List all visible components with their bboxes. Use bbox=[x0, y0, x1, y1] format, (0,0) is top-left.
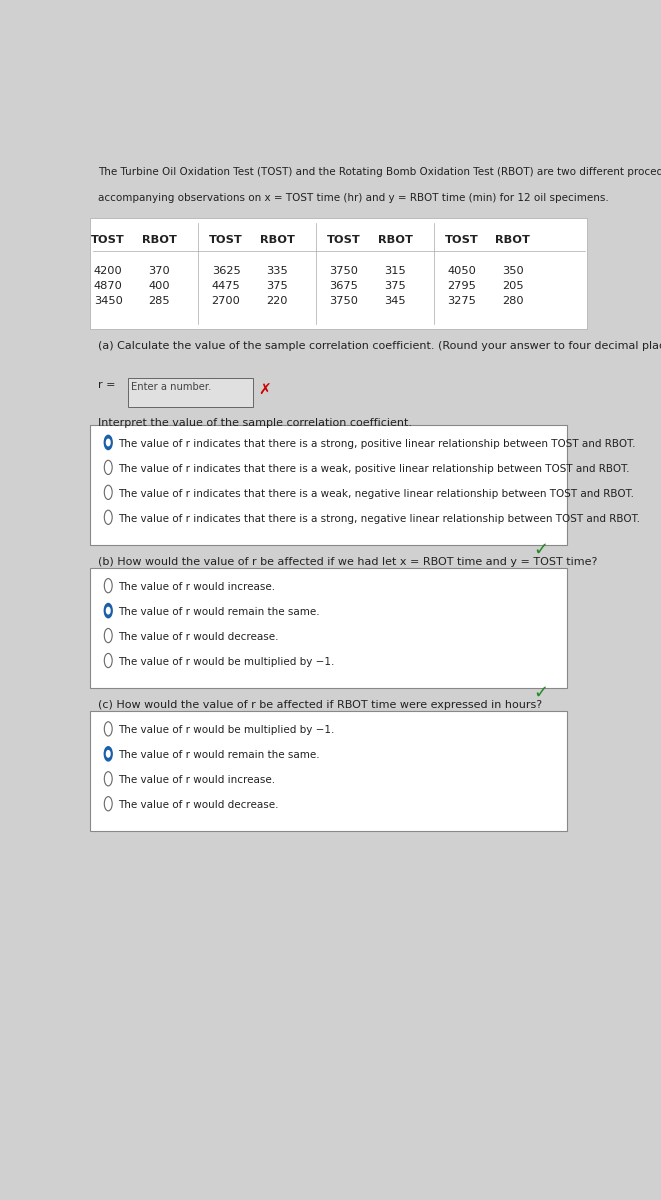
Text: The value of r would decrease.: The value of r would decrease. bbox=[118, 632, 279, 642]
Text: (a) Calculate the value of the sample correlation coefficient. (Round your answe: (a) Calculate the value of the sample co… bbox=[98, 341, 661, 350]
Text: Interpret the value of the sample correlation coefficient.: Interpret the value of the sample correl… bbox=[98, 419, 412, 428]
Text: 3750: 3750 bbox=[329, 295, 358, 306]
Text: 345: 345 bbox=[384, 295, 406, 306]
Text: 285: 285 bbox=[149, 295, 171, 306]
Text: TOST: TOST bbox=[327, 234, 361, 245]
Text: RBOT: RBOT bbox=[260, 234, 295, 245]
Text: Enter a number.: Enter a number. bbox=[132, 383, 212, 392]
Text: 2700: 2700 bbox=[212, 295, 241, 306]
Text: 400: 400 bbox=[149, 281, 171, 290]
Text: The value of r would decrease.: The value of r would decrease. bbox=[118, 800, 279, 810]
Text: The value of r indicates that there is a strong, negative linear relationship be: The value of r indicates that there is a… bbox=[118, 514, 641, 523]
FancyBboxPatch shape bbox=[128, 378, 253, 407]
Text: The value of r would increase.: The value of r would increase. bbox=[118, 775, 276, 785]
Text: 4870: 4870 bbox=[94, 281, 123, 290]
Text: ✓: ✓ bbox=[533, 684, 549, 702]
Text: RBOT: RBOT bbox=[377, 234, 412, 245]
Text: The value of r would remain the same.: The value of r would remain the same. bbox=[118, 607, 320, 617]
Text: The value of r indicates that there is a weak, negative linear relationship betw: The value of r indicates that there is a… bbox=[118, 488, 635, 499]
Circle shape bbox=[104, 604, 112, 618]
Text: 3275: 3275 bbox=[447, 295, 476, 306]
Text: TOST: TOST bbox=[91, 234, 125, 245]
Circle shape bbox=[106, 751, 110, 757]
Text: The value of r would remain the same.: The value of r would remain the same. bbox=[118, 750, 320, 760]
Text: RBOT: RBOT bbox=[142, 234, 177, 245]
Circle shape bbox=[106, 439, 110, 445]
Text: 4050: 4050 bbox=[447, 266, 476, 276]
Text: 4475: 4475 bbox=[212, 281, 241, 290]
Text: 3625: 3625 bbox=[212, 266, 241, 276]
Circle shape bbox=[106, 607, 110, 614]
Circle shape bbox=[104, 436, 112, 450]
Text: 370: 370 bbox=[149, 266, 171, 276]
Text: TOST: TOST bbox=[209, 234, 243, 245]
Text: RBOT: RBOT bbox=[496, 234, 530, 245]
Text: The value of r would increase.: The value of r would increase. bbox=[118, 582, 276, 592]
Text: 3750: 3750 bbox=[329, 266, 358, 276]
Text: 375: 375 bbox=[266, 281, 288, 290]
Text: The value of r would be multiplied by −1.: The value of r would be multiplied by −1… bbox=[118, 656, 335, 667]
Text: r =: r = bbox=[98, 379, 116, 390]
Text: 2795: 2795 bbox=[447, 281, 476, 290]
Text: 315: 315 bbox=[384, 266, 406, 276]
FancyBboxPatch shape bbox=[91, 568, 566, 689]
Text: 350: 350 bbox=[502, 266, 524, 276]
Text: ✗: ✗ bbox=[258, 383, 270, 398]
Text: 205: 205 bbox=[502, 281, 524, 290]
Text: The value of r indicates that there is a weak, positive linear relationship betw: The value of r indicates that there is a… bbox=[118, 463, 630, 474]
Text: TOST: TOST bbox=[445, 234, 479, 245]
Text: 3450: 3450 bbox=[94, 295, 123, 306]
Text: ✓: ✓ bbox=[533, 540, 549, 558]
Circle shape bbox=[104, 746, 112, 761]
Text: The Turbine Oil Oxidation Test (TOST) and the Rotating Bomb Oxidation Test (RBOT: The Turbine Oil Oxidation Test (TOST) an… bbox=[98, 167, 661, 178]
FancyBboxPatch shape bbox=[91, 712, 566, 832]
Text: (c) How would the value of r be affected if RBOT time were expressed in hours?: (c) How would the value of r be affected… bbox=[98, 701, 542, 710]
Text: 335: 335 bbox=[266, 266, 288, 276]
Text: (b) How would the value of r be affected if we had let x = RBOT time and y = TOS: (b) How would the value of r be affected… bbox=[98, 557, 598, 568]
Text: The value of r indicates that there is a strong, positive linear relationship be: The value of r indicates that there is a… bbox=[118, 439, 636, 449]
Text: 220: 220 bbox=[266, 295, 288, 306]
FancyBboxPatch shape bbox=[91, 425, 566, 545]
Text: 4200: 4200 bbox=[94, 266, 122, 276]
Text: 280: 280 bbox=[502, 295, 524, 306]
Text: The value of r would be multiplied by −1.: The value of r would be multiplied by −1… bbox=[118, 725, 335, 736]
FancyBboxPatch shape bbox=[91, 218, 587, 329]
Text: 375: 375 bbox=[384, 281, 406, 290]
Text: accompanying observations on x = TOST time (hr) and y = RBOT time (min) for 12 o: accompanying observations on x = TOST ti… bbox=[98, 193, 609, 203]
Text: 3675: 3675 bbox=[329, 281, 358, 290]
